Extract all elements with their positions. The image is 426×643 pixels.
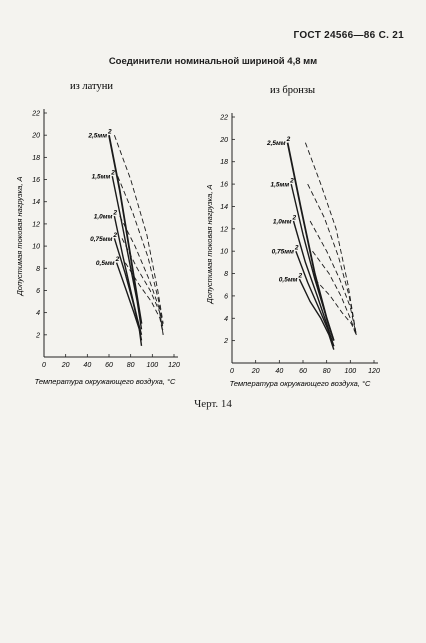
- dashed-series-line-9: [121, 238, 164, 335]
- y-tick-label: 14: [32, 199, 40, 206]
- series-label: 2,5мм: [266, 140, 286, 147]
- y-tick-label: 16: [32, 177, 40, 184]
- x-tick-label: 80: [127, 362, 135, 369]
- series-line-4: [295, 250, 335, 347]
- x-tick-label: 120: [168, 362, 180, 369]
- series-label-superscript: 2: [289, 178, 294, 185]
- x-tick-label: 20: [251, 368, 260, 375]
- figure-caption: Черт. 14: [194, 398, 232, 410]
- x-tick-label: 120: [368, 368, 380, 375]
- y-axis-label: Допустимая токовая нагрузка, A: [205, 185, 214, 305]
- y-axis-label: Допустимая токовая нагрузка, A: [15, 177, 24, 297]
- series-label-superscript: 2: [286, 136, 291, 143]
- y-tick-label: 12: [32, 221, 40, 228]
- x-tick-label: 80: [323, 368, 331, 375]
- dashed-series-line-8: [119, 215, 164, 335]
- y-tick-label: 22: [219, 115, 228, 122]
- x-tick-label: 60: [299, 368, 307, 375]
- dashed-series-line-6: [304, 142, 357, 336]
- x-tick-label: 0: [42, 362, 46, 369]
- series-line-1: [286, 142, 335, 341]
- series-label-superscript: 2: [297, 273, 302, 280]
- x-tick-label: 100: [146, 362, 158, 369]
- y-tick-label: 4: [224, 316, 228, 323]
- y-tick-label: 8: [224, 271, 228, 278]
- y-tick-label: 4: [36, 310, 40, 317]
- series-label-superscript: 2: [115, 256, 120, 263]
- series-label-superscript: 2: [112, 232, 117, 239]
- x-axis-label: Температура окружающего воздуха, °C: [35, 377, 176, 386]
- dashed-series-line-10: [124, 262, 164, 335]
- series-label: 0,75мм: [90, 236, 112, 243]
- chart-subtitle: из латуни: [70, 81, 113, 92]
- x-tick-label: 40: [275, 368, 283, 375]
- y-tick-label: 14: [220, 204, 228, 211]
- series-label: 2,5мм: [87, 133, 107, 140]
- y-tick-label: 6: [224, 293, 228, 300]
- y-tick-label: 2: [35, 332, 40, 339]
- x-tick-label: 60: [105, 362, 113, 369]
- series-label: 0,5мм: [96, 260, 115, 267]
- dashed-series-line-7: [117, 176, 164, 330]
- y-tick-label: 2: [223, 338, 228, 345]
- dashed-series-line-8: [309, 220, 357, 336]
- series-label-superscript: 2: [292, 214, 297, 221]
- chart-subtitle: из бронзы: [270, 85, 315, 96]
- x-tick-label: 100: [344, 368, 356, 375]
- series-label: 0,5мм: [279, 277, 298, 284]
- x-tick-label: 0: [230, 368, 234, 375]
- series-line-3: [113, 215, 143, 335]
- series-label: 1,5мм: [271, 182, 290, 189]
- series-line-2: [111, 176, 143, 330]
- dashed-series-line-10: [314, 278, 357, 336]
- dashed-series-line-7: [307, 183, 357, 336]
- series-label-superscript: 2: [294, 245, 299, 252]
- y-tick-label: 20: [31, 133, 40, 140]
- dashed-series-line-9: [312, 250, 357, 336]
- y-tick-label: 10: [220, 249, 228, 256]
- series-label-superscript: 2: [107, 129, 112, 136]
- y-tick-label: 8: [36, 266, 40, 273]
- series-label: 1,0мм: [94, 214, 113, 221]
- series-label-superscript: 2: [110, 170, 115, 177]
- y-tick-label: 12: [220, 226, 228, 233]
- series-line-5: [115, 262, 143, 346]
- y-tick-label: 6: [36, 288, 40, 295]
- y-tick-label: 20: [219, 137, 228, 144]
- y-tick-label: 10: [32, 244, 40, 251]
- series-label: 0,75мм: [272, 249, 294, 256]
- y-tick-label: 18: [32, 155, 40, 162]
- y-tick-label: 18: [220, 159, 228, 166]
- document-header: ГОСТ 24566—86 С. 21: [293, 30, 404, 41]
- x-tick-label: 20: [61, 362, 70, 369]
- dashed-series-line-6: [113, 135, 164, 324]
- x-tick-label: 40: [83, 362, 91, 369]
- series-label: 1,0мм: [273, 218, 292, 225]
- series-label: 1,5мм: [92, 174, 111, 181]
- series-line-5: [298, 278, 335, 350]
- page-title: Соединители номинальной шириной 4,8 мм: [108, 56, 318, 67]
- y-tick-label: 16: [220, 182, 228, 189]
- y-tick-label: 22: [31, 111, 40, 118]
- x-axis-label: Температура окружающего воздуха, °C: [230, 379, 371, 388]
- series-label-superscript: 2: [112, 210, 117, 217]
